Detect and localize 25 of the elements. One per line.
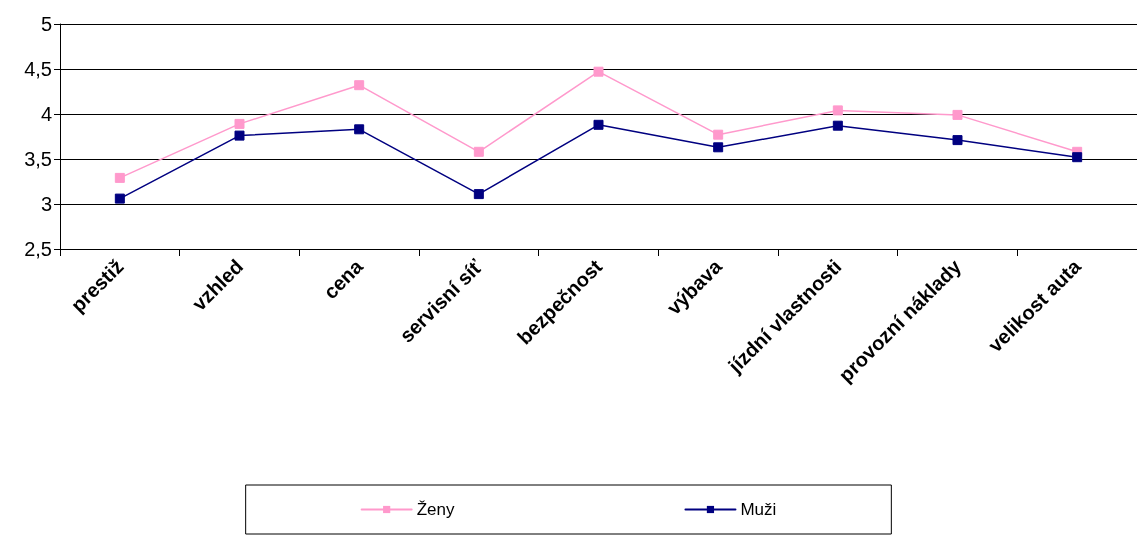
point: [832, 105, 843, 116]
point: [234, 118, 245, 129]
y-tick-label: 3,5: [24, 148, 52, 170]
point: [114, 193, 125, 204]
point: [713, 129, 724, 140]
point: [234, 130, 245, 141]
point: [952, 135, 963, 146]
y-tick-label: 2,5: [24, 238, 52, 260]
point: [832, 120, 843, 131]
point: [952, 109, 963, 120]
point: [1072, 152, 1083, 163]
point: [713, 142, 724, 153]
point: [473, 146, 484, 157]
point: [593, 119, 604, 130]
y-tick-label: 3: [40, 193, 52, 215]
point: [354, 80, 365, 91]
point: [593, 66, 604, 77]
legend-label: Muži: [740, 500, 777, 519]
y-tick-label: 4,5: [24, 58, 52, 80]
y-tick-label: 4: [40, 103, 52, 125]
point: [473, 189, 484, 200]
legend-label: Ženy: [416, 500, 455, 519]
y-tick-label: 5: [40, 13, 52, 35]
point: [354, 124, 365, 135]
point: [114, 172, 125, 183]
